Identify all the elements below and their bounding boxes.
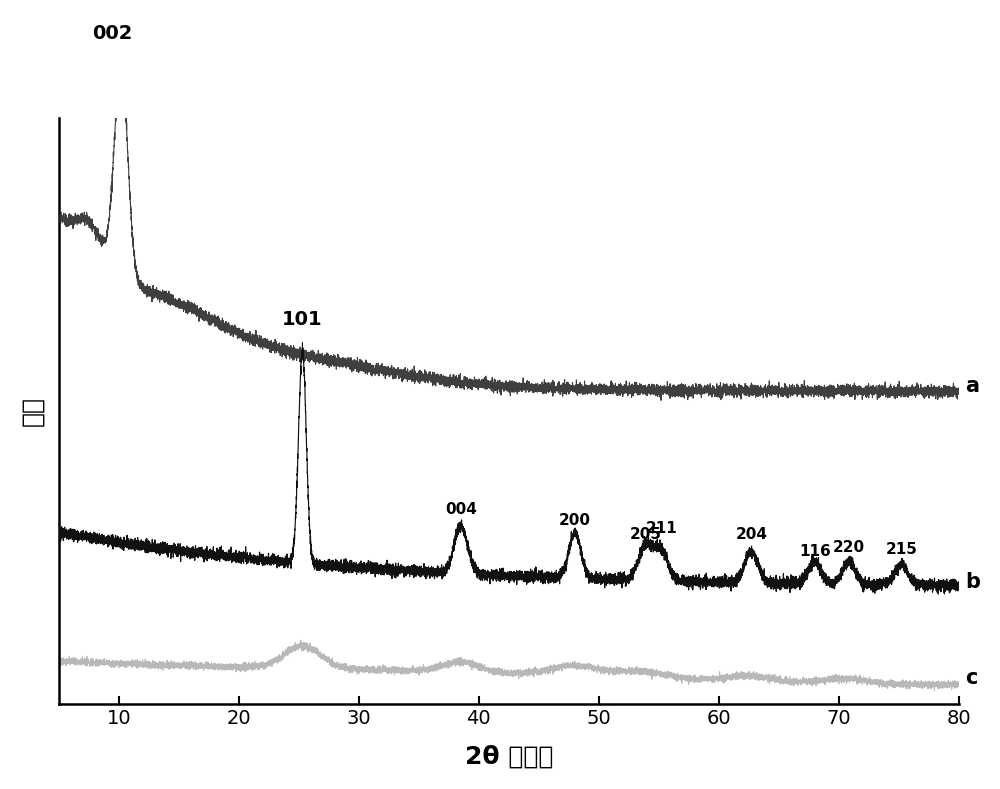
Text: 101: 101 — [282, 309, 323, 328]
Text: 204: 204 — [735, 527, 767, 542]
Text: 211: 211 — [645, 522, 677, 537]
Text: 200: 200 — [559, 513, 591, 528]
Text: 215: 215 — [885, 542, 917, 557]
Text: 205: 205 — [630, 527, 662, 542]
Text: 002: 002 — [93, 24, 133, 43]
Text: 220: 220 — [833, 540, 865, 555]
Text: 004: 004 — [445, 503, 477, 518]
Text: 116: 116 — [799, 544, 831, 559]
X-axis label: 2θ （度）: 2θ （度） — [465, 744, 553, 768]
Text: c: c — [965, 667, 977, 688]
Text: a: a — [965, 376, 979, 396]
Y-axis label: 强度: 强度 — [21, 396, 45, 426]
Text: b: b — [965, 572, 980, 592]
